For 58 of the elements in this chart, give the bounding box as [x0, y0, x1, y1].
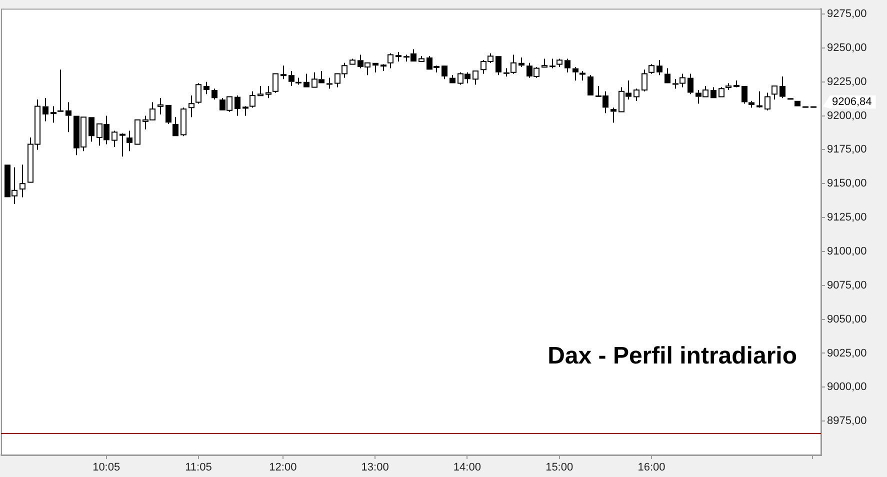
candlestick: [518, 56, 524, 68]
candlestick: [572, 66, 578, 82]
x-tick-label: 12:00: [269, 462, 297, 474]
text: Dax - Perfil intradiario: [548, 342, 797, 370]
candlestick: [564, 58, 570, 73]
candlestick: [372, 62, 378, 73]
candlestick: [58, 69, 64, 112]
candlestick: [66, 102, 72, 133]
candlestick: [120, 134, 126, 157]
candlestick: [550, 58, 556, 69]
candlestick: [212, 88, 218, 100]
x-tick-label: 14:00: [453, 462, 481, 474]
candlestick: [742, 86, 748, 104]
x-tick-label: 11:05: [185, 462, 212, 474]
candlestick: [50, 106, 56, 124]
y-tick-label: 9275,00: [827, 8, 867, 20]
candlestick: [580, 70, 586, 82]
y-tick-label: 9225,00: [827, 76, 867, 88]
y-tick-label: 9125,00: [827, 212, 867, 224]
candlestick: [234, 94, 240, 116]
candlestick: [710, 86, 716, 98]
candlestick: [288, 70, 294, 86]
candlestick: [280, 65, 286, 80]
y-tick-label: 8975,00: [827, 415, 867, 428]
y-tick-label: 9150,00: [827, 178, 867, 190]
y-tick-label: 9100,00: [827, 246, 867, 258]
candlestick: [588, 74, 594, 96]
y-tick-label: 9075,00: [827, 279, 867, 292]
y-tick-label: 9025,00: [827, 347, 867, 360]
candlestick: [610, 107, 616, 124]
candlestick: [42, 98, 48, 122]
candlestick: [664, 68, 670, 84]
candlestick: [296, 77, 302, 86]
y-tick-label: 9175,00: [827, 144, 867, 156]
candlestick: [780, 76, 786, 99]
candlestick: [88, 117, 94, 142]
candlestick: [166, 104, 172, 124]
y-tick-label: 9050,00: [827, 313, 867, 326]
candlestick: [656, 60, 662, 76]
y-tick-label: 9000,00: [827, 381, 867, 394]
candlestick: [396, 52, 402, 62]
y-tick-label: 9250,00: [827, 42, 867, 54]
x-tick-label: 10:05: [92, 462, 120, 474]
candlestick: [304, 73, 310, 88]
candlestick: [204, 81, 210, 95]
annotation: 9206,84: [832, 96, 872, 108]
candlestick: [450, 74, 456, 84]
candlestick: [126, 130, 132, 152]
x-tick-label: 13:00: [361, 462, 389, 474]
candlestick: [172, 116, 178, 136]
x-tick-label: 16:00: [638, 462, 666, 474]
x-tick-label: 15:00: [546, 462, 574, 474]
y-tick-label: 9200,00: [827, 110, 867, 122]
candlestick: [756, 90, 762, 108]
candlestick: [326, 77, 332, 90]
candlestick: [496, 56, 502, 76]
candlestick: [442, 66, 448, 80]
candlestick: [688, 73, 694, 95]
